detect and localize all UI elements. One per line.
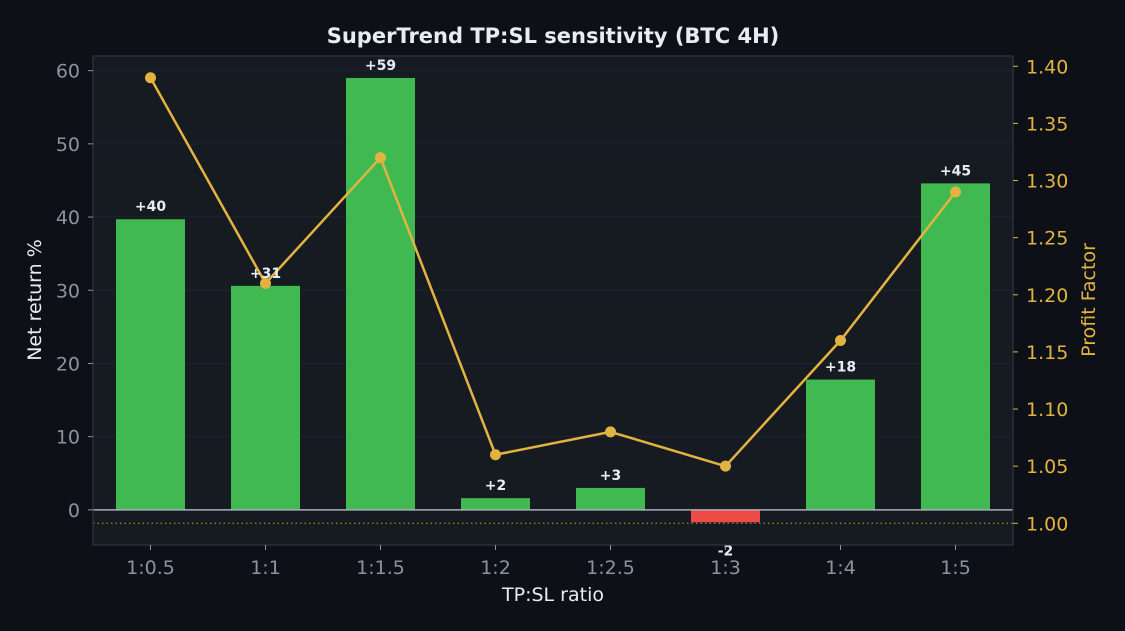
right-tick-label: 1.15 [1026,342,1068,364]
profit-factor-point [375,152,386,164]
right-tick-label: 1.00 [1026,513,1068,535]
left-tick-label: 10 [56,427,80,449]
right-tick-label: 1.30 [1026,171,1068,193]
x-tick-label: 1:5 [940,557,971,579]
profit-factor-line [149,77,957,468]
bar [231,285,300,510]
chart-title: SuperTrend TP:SL sensitivity (BTC 4H) [327,24,780,48]
x-tick-label: 1:0.5 [126,557,175,579]
profit-factor-point [145,72,156,84]
bar-value-label: +40 [135,199,166,215]
right-tick-label: 1.35 [1026,113,1068,135]
plot-frame [92,55,1014,546]
profit-factor-point [490,449,501,461]
bar [691,509,760,523]
bar [116,219,185,510]
profit-factor-point [605,426,616,438]
x-axis-label: TP:SL ratio [501,584,604,606]
left-tick-label: 30 [56,280,80,302]
right-tick-label: 1.20 [1026,285,1068,307]
right-tick-label: 1.05 [1026,456,1068,478]
left-tick-label: 0 [68,500,80,522]
x-tick-label: 1:2.5 [586,557,635,579]
profit-factor-point [950,186,961,198]
left-axis-label: Net return % [24,239,46,361]
bar [346,77,415,510]
bar [806,379,875,510]
bar-value-label: +59 [365,58,396,74]
bar-value-label: +2 [485,478,506,494]
bar-value-label: -2 [718,543,734,559]
right-axis-ticks: 1.00 1.05 1.10 1.15 1.20 1.25 1.30 1.35 1.40 [1013,56,1068,535]
right-tick-label: 1.40 [1026,56,1068,78]
right-tick-label: 1.25 [1026,228,1068,250]
x-axis-ticks: 1:0.5 1:1 1:1.5 1:2 1:2.5 1:3 1:4 1:5 [126,545,971,579]
bar [921,183,990,510]
profit-factor-point [260,277,271,289]
x-tick-label: 1:3 [710,557,741,579]
left-tick-label: 40 [56,207,80,229]
x-tick-label: 1:1 [250,557,281,579]
left-tick-label: 60 [56,61,80,83]
profit-factor-point [720,460,731,472]
bar [576,487,645,510]
x-tick-label: 1:2 [480,557,511,579]
left-tick-label: 50 [56,134,80,156]
left-axis-ticks: 0 10 20 30 40 50 60 [56,61,93,522]
bar-value-label: +45 [940,163,971,179]
profit-factor-point [835,334,846,346]
bar [461,498,530,510]
right-tick-label: 1.10 [1026,399,1068,421]
bar-data-labels: +40 +31 +59 +2 +3 -2 +18 +45 [135,58,971,559]
x-tick-label: 1:4 [825,557,856,579]
x-tick-label: 1:1.5 [356,557,405,579]
right-axis-label: Profit Factor [1078,243,1100,357]
bars-group [116,77,990,523]
bar-value-label: +31 [250,266,281,282]
profit-factor-series [145,72,961,472]
bar-value-label: +3 [600,468,621,484]
bar-value-label: +18 [825,360,856,376]
left-tick-label: 20 [56,353,80,375]
